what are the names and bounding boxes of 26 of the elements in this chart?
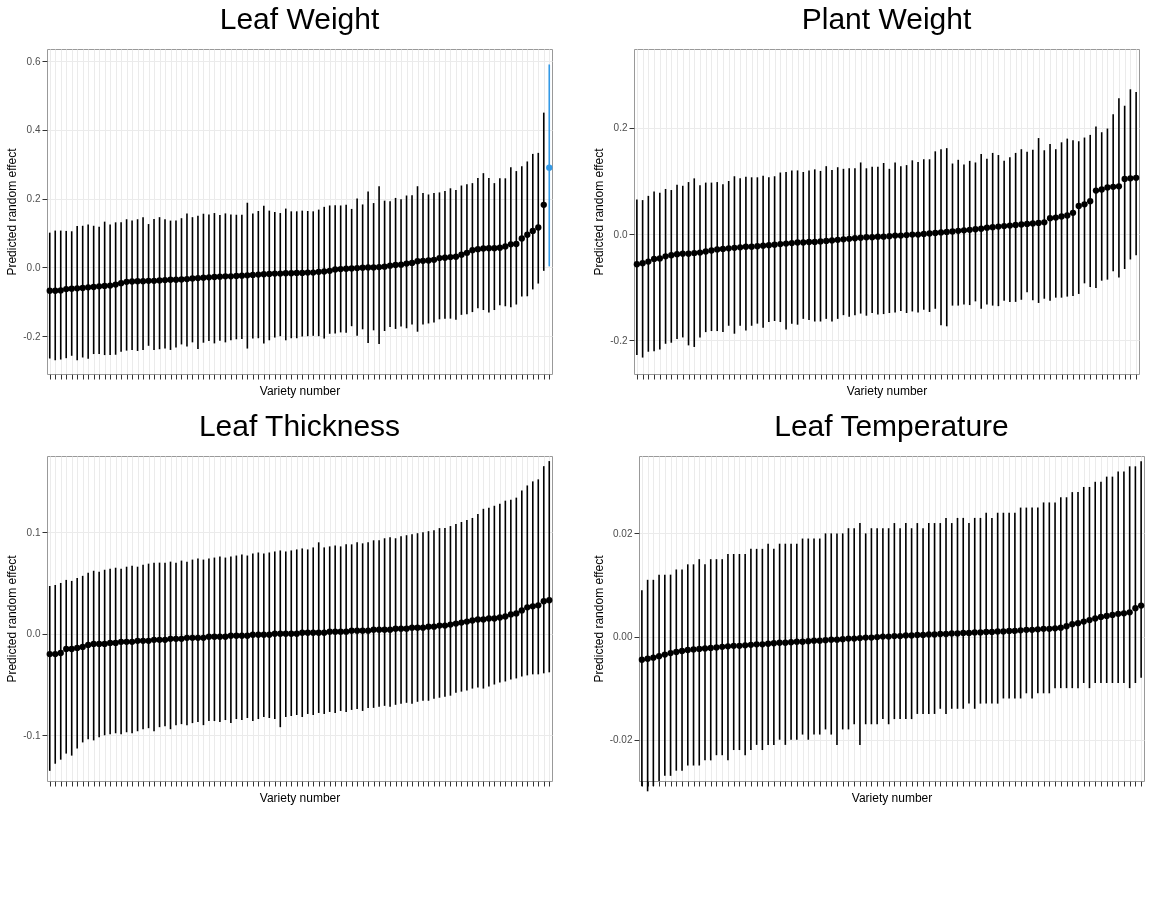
y-tick-label: 0.6 <box>26 55 41 67</box>
y-tick-label: 0.00 <box>613 631 633 643</box>
y-tick-label: -0.1 <box>23 729 41 741</box>
y-axis-title: Predicted random effect <box>5 554 20 683</box>
y-tick-label: 0.4 <box>26 124 41 136</box>
y-tick-label: 0.0 <box>26 628 41 640</box>
y-tick-label: 0.0 <box>26 261 41 273</box>
y-tick-label: -0.2 <box>23 330 41 342</box>
chart-title: Leaf Temperature <box>774 409 1009 442</box>
chart-title: Plant Weight <box>801 2 972 35</box>
y-tick-label: 0.2 <box>26 193 41 205</box>
y-tick-label: 0.1 <box>26 526 41 538</box>
y-tick-label: 0.0 <box>613 228 628 240</box>
x-axis-title: Variety number <box>846 383 928 398</box>
y-axis-title: Predicted random effect <box>5 147 20 276</box>
chart-title: Leaf Thickness <box>198 409 401 442</box>
y-tick-label: -0.02 <box>609 734 633 746</box>
x-axis-title: Variety number <box>259 383 341 398</box>
y-tick-label: 0.02 <box>613 527 633 539</box>
x-axis-title: Variety number <box>851 790 933 805</box>
y-tick-label: 0.2 <box>613 122 628 134</box>
y-axis-title: Predicted random effect <box>591 554 606 683</box>
y-tick-label: -0.2 <box>610 334 628 346</box>
y-axis-title: Predicted random effect <box>592 147 607 276</box>
x-axis-title: Variety number <box>259 790 341 805</box>
chart-title: Leaf Weight <box>219 2 380 35</box>
